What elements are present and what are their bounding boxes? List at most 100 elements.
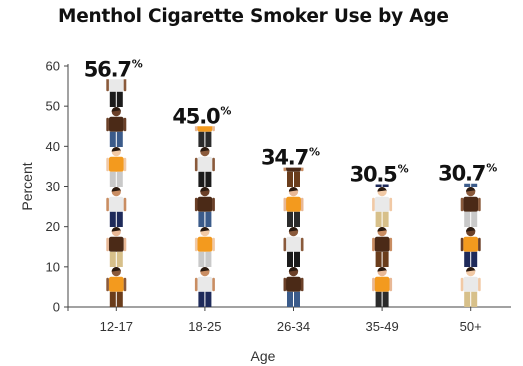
person-leg (382, 251, 389, 267)
person-shirt (108, 196, 124, 212)
person-leg (109, 131, 116, 147)
bar-figures (460, 147, 481, 307)
data-label: 30.7% (438, 162, 497, 186)
person-leg (205, 211, 212, 227)
person-hair (288, 267, 299, 272)
person-arm (212, 237, 215, 252)
person-leg (375, 211, 382, 227)
data-label: 45.0% (172, 104, 231, 128)
person-arm (212, 197, 215, 212)
person-arm (123, 197, 127, 212)
person-hair (378, 147, 387, 152)
person-leg (109, 211, 116, 227)
person-arm (194, 277, 198, 292)
person-arm (106, 117, 109, 132)
person-arm (123, 117, 127, 132)
person-shirt (463, 196, 479, 212)
person-arm (194, 157, 198, 172)
person-arm (106, 237, 109, 252)
person-shirt (374, 236, 390, 252)
person-leg (109, 171, 116, 187)
person-arm (478, 277, 481, 292)
person-hair (200, 187, 210, 192)
person-hair (288, 227, 299, 232)
data-label: 56.7% (84, 57, 143, 81)
person-head (378, 147, 387, 156)
person-hair (111, 187, 121, 192)
bar-figures (194, 126, 215, 307)
person-hair (377, 227, 387, 232)
person-arm (123, 157, 127, 172)
person-arm (478, 237, 481, 252)
person-hair (466, 227, 476, 232)
person-shirt (197, 236, 213, 252)
x-tick-label: 50+ (460, 319, 482, 334)
person-shirt (197, 196, 213, 212)
person-arm (372, 277, 375, 292)
y-tick-label: 10 (46, 259, 60, 274)
person-shirt (108, 276, 124, 292)
person-shirt (197, 126, 213, 132)
person-hair (377, 267, 387, 272)
person-leg (109, 251, 116, 267)
person-head (466, 147, 475, 156)
bar-12-17 (106, 79, 127, 307)
data-label-value: 30.7 (438, 162, 485, 186)
data-label-percent: % (132, 57, 143, 70)
person-hair (466, 187, 476, 192)
person-leg (109, 291, 116, 307)
person-leg (294, 211, 300, 227)
person-leg (382, 184, 389, 187)
person-arm (212, 157, 215, 172)
person-shirt (463, 236, 479, 252)
person-hair (111, 227, 121, 232)
chart-title: Menthol Cigarette Smoker Use by Age (58, 6, 449, 27)
person-shirt (108, 156, 124, 172)
person-arm (283, 167, 287, 172)
person-arm (212, 126, 215, 132)
bar-figures (372, 147, 393, 307)
person-leg (294, 171, 300, 187)
person-hair (111, 267, 121, 272)
person-leg (116, 131, 123, 147)
person-leg (464, 211, 471, 227)
y-tick-label: 50 (46, 99, 60, 114)
person-leg (287, 251, 293, 267)
person-shirt (374, 196, 390, 212)
person-arm (283, 197, 287, 212)
person-arm (194, 197, 198, 212)
person-arm (389, 197, 393, 212)
person-shirt (463, 276, 479, 292)
person-leg (375, 184, 382, 187)
y-tick-label: 30 (46, 179, 60, 194)
person-leg (198, 171, 205, 187)
person-leg (464, 291, 471, 307)
person-shirt (286, 276, 301, 292)
person-leg (471, 183, 478, 187)
person-leg (294, 251, 300, 267)
x-tick-label: 26-34 (277, 319, 310, 334)
person-arm (460, 197, 464, 212)
person-leg (287, 171, 293, 187)
person-leg (375, 251, 382, 267)
y-tick-label: 0 (53, 300, 60, 315)
person-arm (300, 237, 304, 252)
axes: 0 10 20 30 40 50 60 12-17 18-25 26-34 35-49 50+ Age P… (19, 59, 511, 364)
person-leg (464, 183, 471, 187)
person-leg (116, 291, 123, 307)
bar-26-34 (283, 167, 304, 307)
data-label-value: 30.5 (350, 162, 398, 186)
person-arm (123, 79, 127, 92)
y-tick-label: 60 (46, 59, 60, 74)
person-hair (288, 187, 299, 192)
bar-figures (283, 167, 304, 307)
person-leg (198, 211, 205, 227)
x-tick-label: 35-49 (365, 319, 398, 334)
data-label-percent: % (486, 162, 497, 175)
person-arm (194, 126, 198, 132)
data-label-percent: % (398, 162, 409, 175)
person-shirt (286, 236, 301, 252)
person-leg (464, 251, 471, 267)
person-shirt (286, 167, 301, 172)
